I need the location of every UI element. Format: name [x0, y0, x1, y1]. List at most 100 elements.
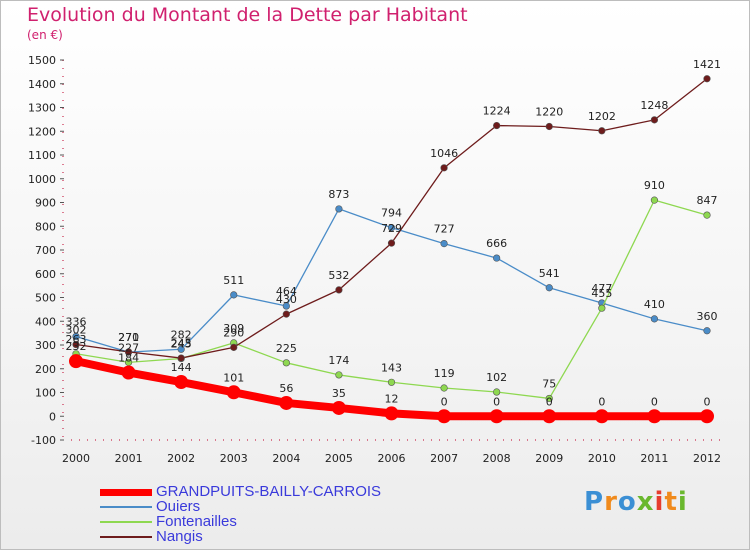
data-label: 309 — [223, 322, 244, 335]
data-label: 101 — [223, 371, 244, 384]
y-tick-label: 300 — [35, 339, 56, 352]
series-point-3 — [72, 340, 80, 349]
series-point-3 — [282, 310, 290, 318]
data-label: 873 — [328, 188, 349, 201]
series-point-1 — [177, 345, 185, 353]
series-point-0 — [384, 406, 399, 421]
data-label: 271 — [118, 331, 139, 344]
data-label: 666 — [486, 237, 507, 250]
data-label: 464 — [276, 285, 297, 298]
data-label: 910 — [644, 179, 665, 192]
series-point-2 — [703, 211, 711, 219]
series-point-3 — [650, 116, 659, 124]
x-tick-label: 2003 — [220, 452, 248, 465]
series-point-0 — [226, 385, 241, 400]
data-label: 35 — [332, 387, 346, 400]
series-point-3 — [387, 239, 396, 247]
chart-subtitle: (en €) — [27, 28, 63, 42]
y-tick-label: 1300 — [28, 102, 56, 115]
data-label: 0 — [493, 395, 500, 408]
data-label: 12 — [385, 392, 399, 405]
chart-title: Evolution du Montant de la Dette par Hab… — [27, 4, 468, 26]
series-point-1 — [493, 254, 501, 262]
y-tick-label: 700 — [35, 244, 56, 257]
data-label: 227 — [118, 341, 139, 354]
data-label: 184 — [118, 352, 139, 365]
data-label: 0 — [704, 395, 711, 408]
logo-letter: t — [664, 487, 678, 517]
series-point-1 — [335, 205, 343, 213]
legend-label: GRANDPUITS-BAILLY-CARROIS — [156, 483, 382, 500]
legend-label: Fontenailles — [156, 513, 237, 530]
data-label: 1202 — [588, 110, 616, 123]
data-label: 1248 — [640, 99, 668, 112]
series-point-2 — [493, 388, 501, 396]
data-label: 532 — [328, 269, 349, 282]
data-label: 410 — [644, 298, 665, 311]
logo-letter: i — [654, 487, 665, 517]
x-tick-label: 2012 — [693, 452, 721, 465]
series-point-1 — [387, 224, 396, 232]
logo-letter: r — [604, 487, 618, 517]
series-point-3 — [177, 354, 185, 362]
data-label: 282 — [171, 328, 192, 341]
series-point-0 — [174, 375, 189, 390]
data-label: 360 — [697, 310, 718, 323]
x-tick-label: 2000 — [62, 452, 90, 465]
series-point-2 — [650, 196, 659, 204]
x-tick-label: 2007 — [430, 452, 458, 465]
x-tick-label: 2009 — [535, 452, 563, 465]
series-point-0 — [437, 409, 452, 424]
data-label: 232 — [66, 340, 87, 353]
y-tick-label: 1000 — [28, 173, 56, 186]
series-point-3 — [493, 121, 501, 130]
y-tick-label: 900 — [35, 197, 56, 210]
data-label: 847 — [697, 194, 718, 207]
legend-swatch — [100, 489, 152, 496]
data-label: 0 — [598, 395, 605, 408]
data-label: 430 — [276, 293, 297, 306]
legend-label: Ouiers — [156, 498, 201, 515]
series-point-3 — [545, 122, 553, 131]
series-point-3 — [440, 164, 448, 172]
y-tick-label: 200 — [35, 363, 56, 376]
data-label: 263 — [66, 333, 87, 346]
series-point-2 — [282, 359, 290, 367]
series-point-3 — [703, 75, 711, 83]
data-label: 455 — [591, 287, 612, 300]
series-point-1 — [545, 284, 553, 292]
series-point-1 — [282, 302, 290, 310]
data-label: 336 — [66, 315, 87, 328]
y-tick-label: 400 — [35, 315, 56, 328]
data-label: 56 — [279, 382, 293, 395]
data-label: 1046 — [430, 147, 458, 160]
data-label: 174 — [328, 354, 349, 367]
series-point-0 — [542, 409, 557, 424]
series-point-3 — [230, 343, 238, 351]
series-point-2 — [598, 304, 606, 312]
x-tick-label: 2005 — [325, 452, 353, 465]
data-label: 794 — [381, 207, 402, 220]
y-tick-label: 800 — [35, 220, 56, 233]
data-label: 102 — [486, 371, 507, 384]
x-tick-label: 2008 — [483, 452, 511, 465]
y-tick-label: 1400 — [28, 78, 56, 91]
x-tick-label: 2001 — [115, 452, 143, 465]
x-tick-label: 2002 — [167, 452, 195, 465]
series-point-1 — [230, 291, 238, 299]
y-tick-label: 100 — [35, 387, 56, 400]
x-tick-label: 2010 — [588, 452, 616, 465]
data-label: 144 — [171, 361, 192, 374]
data-label: 1421 — [693, 58, 721, 71]
y-tick-label: 1200 — [28, 125, 56, 138]
data-label: 1224 — [483, 105, 511, 118]
series-point-1 — [703, 327, 711, 335]
series-point-0 — [121, 365, 136, 380]
data-label: 727 — [434, 223, 455, 236]
data-label: 290 — [223, 326, 244, 339]
data-label: 0 — [441, 395, 448, 408]
series-point-0 — [594, 409, 609, 424]
data-label: 302 — [66, 324, 87, 337]
y-tick-label: 500 — [35, 292, 56, 305]
